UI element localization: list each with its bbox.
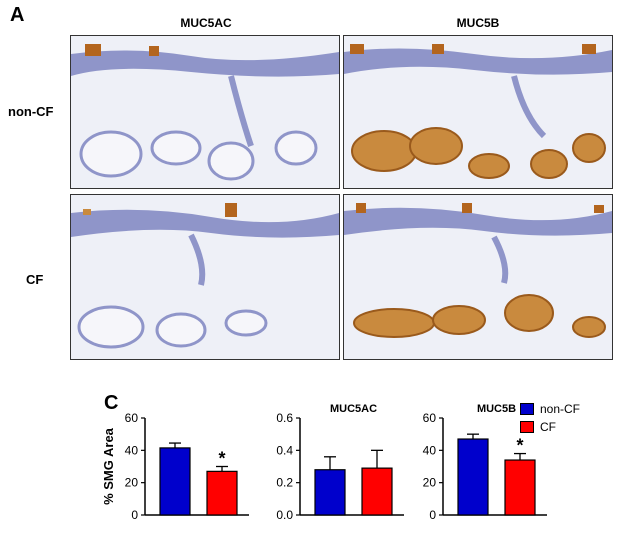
significance-star-0: * (218, 449, 225, 469)
micrograph-muc5ac-cf (70, 194, 340, 360)
bar-2-cf (504, 459, 536, 516)
micrograph-muc5b-non-cf (343, 35, 613, 189)
panel-label-c: C (104, 392, 119, 414)
y-tick-label-2-3: 60 (423, 411, 437, 425)
column-label-muc5ac: MUC5AC (180, 16, 232, 30)
chart-title-2: MUC5B (477, 403, 516, 415)
y-tick-label-0-2: 40 (125, 443, 139, 457)
y-tick-label-1-2: 0.4 (276, 443, 293, 457)
legend-item-non-cf: non-CF (520, 402, 580, 416)
y-axis-label-0: % SMG Area (101, 427, 116, 505)
column-label-muc5b: MUC5B (456, 16, 500, 30)
legend-swatch-cf (520, 421, 534, 433)
bar-2-non-cf (457, 438, 489, 516)
legend-label-non-cf: non-CF (540, 402, 581, 416)
legend-item-cf: CF (520, 420, 556, 434)
bar-1-non-cf (314, 469, 346, 516)
legend-swatch-non-cf (520, 403, 534, 415)
row-label-non-cf: non-CF (8, 104, 54, 119)
y-tick-label-1-1: 0.2 (276, 476, 293, 490)
y-tick-label-0-3: 60 (125, 411, 139, 425)
y-tick-label-2-1: 20 (423, 476, 437, 490)
y-tick-label-2-2: 40 (423, 443, 437, 457)
micrograph-muc5ac-non-cf (70, 35, 340, 189)
significance-star-2: * (516, 436, 523, 456)
y-tick-label-0-0: 0 (131, 508, 138, 522)
bar-0-non-cf (159, 447, 191, 516)
chart-title-1: MUC5AC (330, 403, 377, 415)
bar-0-cf (206, 470, 238, 516)
y-tick-label-1-3: 0.6 (276, 411, 293, 425)
bar-charts: 0 20 40 60 * % SMG Area 0.0 0.2 0.4 0.6 MUC5AC 0 20 4… (101, 403, 547, 522)
micrograph-muc5b-cf (343, 194, 613, 360)
bar-1-cf (361, 467, 393, 516)
y-tick-label-1-0: 0.0 (276, 508, 293, 522)
panel-label-a: A (10, 4, 25, 26)
legend-label-cf: CF (540, 420, 556, 434)
y-tick-label-2-0: 0 (429, 508, 436, 522)
row-label-cf: CF (26, 272, 44, 287)
y-tick-label-0-1: 20 (125, 476, 139, 490)
